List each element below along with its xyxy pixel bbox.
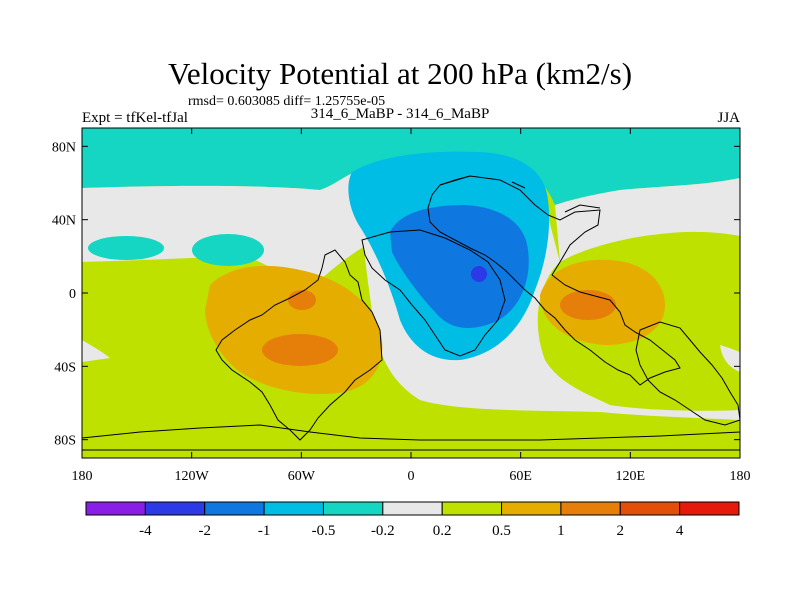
colorbar-swatch xyxy=(619,501,681,516)
coastline-australia xyxy=(635,321,740,426)
x-tick-label: 180 xyxy=(730,469,751,484)
y-tick-label: 40N xyxy=(52,214,76,229)
y-tick-label: 80S xyxy=(54,434,76,449)
colorbar-swatch xyxy=(679,501,740,516)
colorbar-label: 1 xyxy=(557,523,565,539)
atlantic-maximum-core-west xyxy=(288,290,316,310)
coastline-africa xyxy=(361,229,506,357)
x-tick-label: 60W xyxy=(288,469,316,484)
x-tick-label: 0 xyxy=(408,469,415,484)
coastline-americas xyxy=(215,249,383,441)
colorbar-swatch xyxy=(560,501,621,516)
coastline-eurasia xyxy=(427,175,681,386)
colorbar-label: -0.2 xyxy=(371,523,395,539)
minimum-inner xyxy=(390,205,529,328)
colorbar-label: 4 xyxy=(676,523,684,539)
north-pacific-blob xyxy=(88,236,164,260)
colorbar-label: 0.2 xyxy=(433,523,452,539)
colorbar xyxy=(85,501,740,516)
experiment-label: Expt = tfKel-tfJal xyxy=(82,110,188,126)
colorbar-label: 0.5 xyxy=(492,523,511,539)
colorbar-swatch xyxy=(441,501,503,516)
colorbar-swatch xyxy=(382,501,443,516)
atlantic-maximum xyxy=(205,265,383,395)
colorbar-swatch xyxy=(322,501,384,516)
contour-fields xyxy=(82,128,740,458)
colorbar-label: 2 xyxy=(617,523,625,539)
colorbar-swatch xyxy=(144,501,206,516)
colorbar-swatch xyxy=(501,501,562,516)
stats-label: rmsd= 0.603085 diff= 1.25755e-05 xyxy=(188,94,386,109)
y-tick-labels: 80N 40N 0 40S 80S xyxy=(52,140,76,448)
colorbar-swatch xyxy=(85,501,146,516)
x-tick-label: 120E xyxy=(616,469,646,484)
x-axis xyxy=(81,128,741,458)
y-axis xyxy=(82,145,740,441)
y-tick-label: 0 xyxy=(69,287,76,302)
case-label: 314_6_MaBP - 314_6_MaBP xyxy=(310,106,490,122)
arctic-band xyxy=(82,128,740,205)
x-tick-labels: 180 120W 60W 0 60E 120E 180 xyxy=(72,469,751,484)
x-tick-label: 180 xyxy=(72,469,93,484)
colorbar-swatch xyxy=(204,501,265,516)
season-label: JJA xyxy=(717,110,740,126)
atlantic-maximum-core-east xyxy=(262,334,338,366)
north-america-blob xyxy=(192,234,264,266)
colorbar-label: -4 xyxy=(139,523,152,539)
coastlines xyxy=(82,175,740,451)
coastline-northern xyxy=(439,175,601,213)
colorbar-label: -1 xyxy=(258,523,271,539)
coastline-southern-ocean xyxy=(82,424,740,451)
colorbar-swatch xyxy=(263,501,324,516)
x-tick-label: 60E xyxy=(509,469,532,484)
neutral-northern-band xyxy=(82,170,375,290)
y-tick-label: 40S xyxy=(54,360,76,375)
colorbar-label: -0.5 xyxy=(312,523,336,539)
colorbar-label: -2 xyxy=(198,523,211,539)
chart-title: Velocity Potential at 200 hPa (km2/s) xyxy=(167,56,633,91)
colorbar-labels: -4 -2 -1 -0.5 -0.2 0.2 0.5 1 2 4 xyxy=(139,523,684,539)
y-tick-label: 80N xyxy=(52,140,76,155)
minimum-core xyxy=(471,266,487,282)
neutral-northeast-band xyxy=(555,178,740,262)
x-tick-label: 120W xyxy=(175,469,210,484)
